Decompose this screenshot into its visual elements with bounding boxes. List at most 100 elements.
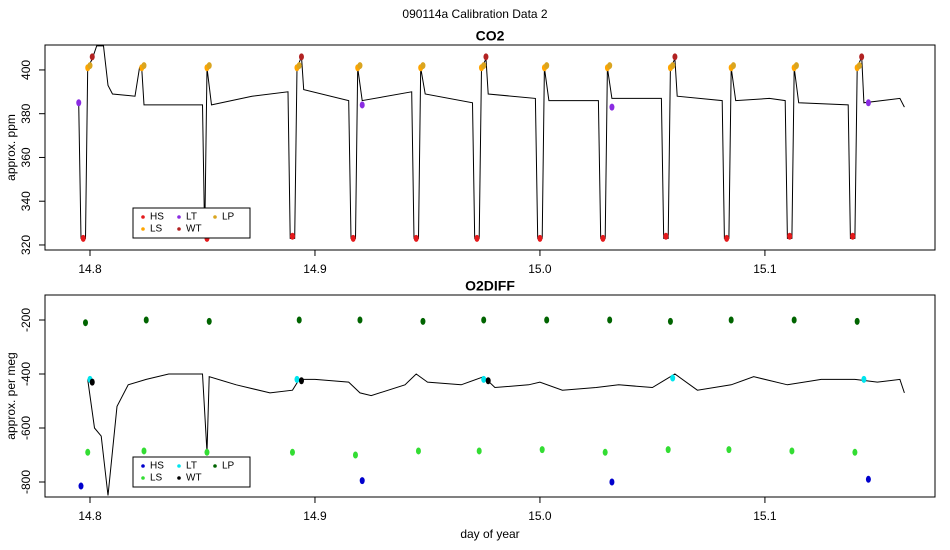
calibration-point [663,232,669,240]
x-tick-label: 15.0 [528,262,552,276]
calibration-point [89,378,95,386]
legend-label: LT [186,461,197,472]
plot-frame [44,294,936,498]
legend-label: LT [186,212,197,223]
calibration-point [728,316,734,324]
calibration-point [544,316,550,324]
calibration-point [481,62,487,70]
calibration-point [483,53,489,61]
legend-label: LS [150,224,163,235]
legend-box [132,456,251,488]
calibration-point [296,316,302,324]
calibration-point [539,446,545,454]
calibration-point [609,478,615,486]
legend-marker [141,464,145,468]
calibration-point [80,234,86,242]
calibration-point [607,62,613,70]
calibration-point [78,482,84,490]
legend-marker [177,227,181,231]
y-tick-label: 340 [19,191,33,211]
calibration-point [474,234,480,242]
y-axis-label: approx. ppm [4,114,18,181]
calibration-point [856,62,862,70]
calibration-point [143,316,149,324]
legend-label: HS [150,212,164,223]
calibration-point [602,448,608,456]
calibration-point [726,446,732,454]
calibration-point [544,62,550,70]
calibration-point [609,103,615,111]
calibration-point [289,232,295,240]
calibration-point [481,375,487,383]
legend-label: WT [186,224,202,235]
calibration-point [667,317,673,325]
legend-box [132,207,251,239]
calibration-point [607,316,613,324]
calibration-point [420,317,426,325]
calibration-point [850,232,856,240]
calibration-point [87,62,93,70]
x-tick-label: 14.9 [303,262,327,276]
calibration-point [359,477,365,485]
x-tick-label: 14.8 [78,262,102,276]
calibration-point [289,448,295,456]
calibration-point [350,234,356,242]
calibration-point [204,448,210,456]
legend-marker [141,227,145,231]
calibration-point [481,316,487,324]
calibration-point [85,448,91,456]
calibration-point [359,101,365,109]
y-tick-label: 320 [19,235,33,255]
calibration-point [476,447,482,455]
calibration-point [672,53,678,61]
calibration-point [76,99,82,107]
calibration-point [670,374,676,382]
y-tick-label: 360 [19,147,33,167]
chart-title: O2DIFF [465,278,515,294]
legend-marker [213,215,217,219]
calibration-point [298,377,304,385]
calibration-point [861,375,867,383]
calibration-point [413,234,419,242]
calibration-point [206,317,212,325]
calibration-point [724,234,730,242]
calibration-point [670,62,676,70]
legend-marker [141,476,145,480]
trace-line [87,373,905,496]
legend-marker [177,464,181,468]
plot [78,316,905,496]
calibration-point [141,62,147,70]
calibration-point [600,234,606,242]
calibration-point [357,316,363,324]
calibration-point [537,234,543,242]
calibration-point [82,319,88,327]
x-axis-label: day of year [460,527,519,541]
calibration-point [865,99,871,107]
legend-marker [177,215,181,219]
legend-label: LS [150,473,163,484]
x-tick-label: 14.9 [303,509,327,523]
x-tick-label: 14.8 [78,509,102,523]
x-tick-label: 15.1 [753,509,777,523]
calibration-point [859,53,865,61]
legend-marker [177,476,181,480]
calibration-point [852,448,858,456]
y-tick-label: -200 [19,308,33,332]
calibration-point [791,316,797,324]
calibration-point [141,447,147,455]
calibration-point [294,375,300,383]
y-tick-label: -800 [19,470,33,494]
calibration-point [665,446,671,454]
plot-frame [44,44,936,251]
y-tick-label: 380 [19,103,33,123]
legend-marker [141,215,145,219]
calibration-point [206,62,212,70]
calibration-point [357,62,363,70]
calibration-point [296,62,302,70]
calibration-point [415,447,421,455]
calibration-point [793,62,799,70]
calibration-point [865,475,871,483]
